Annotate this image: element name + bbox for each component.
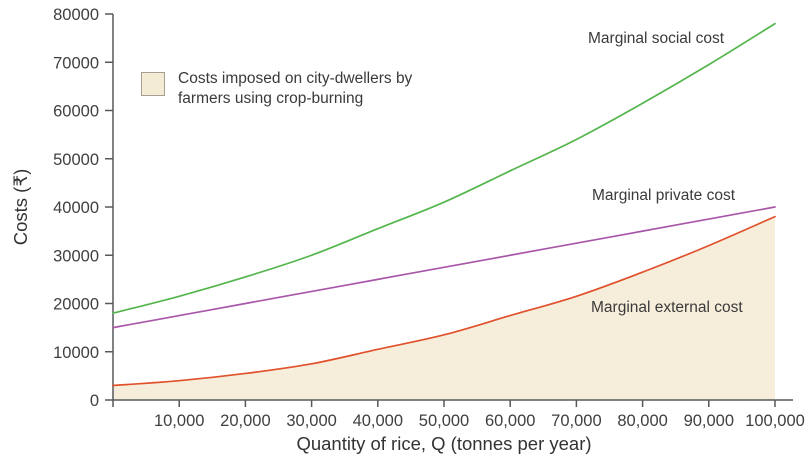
y-tick-label: 50000 (53, 151, 99, 169)
y-tick-label: 30000 (53, 247, 99, 265)
y-axis-title: Costs (₹) (10, 168, 31, 246)
x-tick-label: 90,000 (684, 412, 734, 430)
y-tick-label: 40000 (53, 199, 99, 217)
series-curve-0 (112, 22, 776, 314)
y-tick-label: 70000 (53, 54, 99, 72)
y-tick-label: 60000 (53, 103, 99, 121)
series-curve-1 (112, 206, 776, 329)
series-label-marginal-external-cost: Marginal external cost (591, 299, 743, 316)
series-label-marginal-private-cost: Marginal private cost (592, 187, 736, 204)
legend-swatch (141, 72, 165, 96)
x-tick-label: 40,000 (353, 412, 403, 430)
legend-label: Costs imposed on city-dwellers by farmer… (178, 70, 413, 107)
x-axis-title: Quantity of rice, Q (tonnes per year) (296, 433, 592, 454)
series-label-marginal-social-cost: Marginal social cost (588, 30, 725, 47)
series-curve-2 (112, 215, 776, 387)
external-cost-area (113, 216, 775, 400)
x-tick-label: 50,000 (419, 412, 469, 430)
x-tick-label: 100,000 (745, 412, 805, 430)
x-tick-label: 60,000 (485, 412, 535, 430)
y-tick-label: 0 (90, 392, 99, 410)
y-tick-label: 10000 (53, 344, 99, 362)
x-tick-label: 80,000 (617, 412, 667, 430)
y-tick-label: 80000 (53, 6, 99, 24)
y-tick-label: 20000 (53, 296, 99, 314)
legend: Costs imposed on city-dwellers by farmer… (141, 69, 444, 109)
x-tick-label: 30,000 (286, 412, 336, 430)
x-tick-label: 70,000 (551, 412, 601, 430)
x-tick-label: 10,000 (154, 412, 204, 430)
axes: 0 10000 20000 30000 40000 50000 60000 70000 8000… (53, 6, 805, 430)
x-tick-label: 20,000 (220, 412, 270, 430)
